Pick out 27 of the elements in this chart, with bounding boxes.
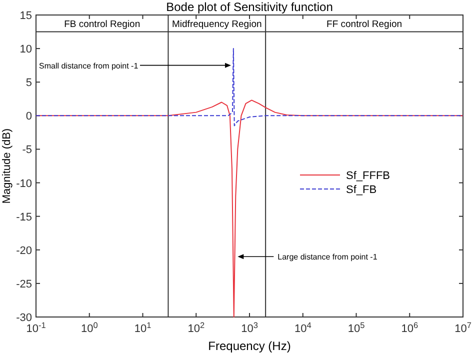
annotation: FB control Region <box>64 19 140 30</box>
y-tick-label: -25 <box>16 278 32 290</box>
y-tick-label: 10 <box>20 44 32 56</box>
y-tick-label: 0 <box>26 110 32 123</box>
legend-label: Sf_FB <box>346 184 377 196</box>
annotation: Small distance from point -1 <box>39 61 139 70</box>
y-tick-label: -5 <box>22 144 32 156</box>
x-tick-label: 10$^{2}$ <box>188 320 205 335</box>
legend-label: Sf_FFFB <box>346 170 390 182</box>
annotation: Large distance from point -1 <box>278 252 378 262</box>
x-tick-label: 10$^{4}$ <box>294 320 312 335</box>
annotation: FF control Region <box>326 19 402 30</box>
x-tick-label: 10$^{1}$ <box>134 320 152 335</box>
x-tick-label: 10$^{3}$ <box>241 320 258 335</box>
y-tick-label: -10 <box>16 178 32 190</box>
annotation: Midfrequency Region <box>172 19 262 30</box>
chart-title: Bode plot of Sensitivity function <box>166 0 333 14</box>
y-tick-label: 15 <box>20 10 32 22</box>
y-tick-label: -15 <box>16 211 32 224</box>
x-tick-label: 10$^{0}$ <box>80 320 98 335</box>
x-tick-label: 10$^{7}$ <box>454 320 472 335</box>
x-axis-title: Frequency (Hz) <box>208 339 291 353</box>
x-tick-label: 10$^{5}$ <box>348 320 366 335</box>
y-tick-label: 5 <box>26 77 32 90</box>
y-tick-label: -20 <box>16 244 32 257</box>
x-tick-label: 10$^{6}$ <box>401 320 418 335</box>
y-axis-title: Magnitude (dB) <box>1 128 13 204</box>
